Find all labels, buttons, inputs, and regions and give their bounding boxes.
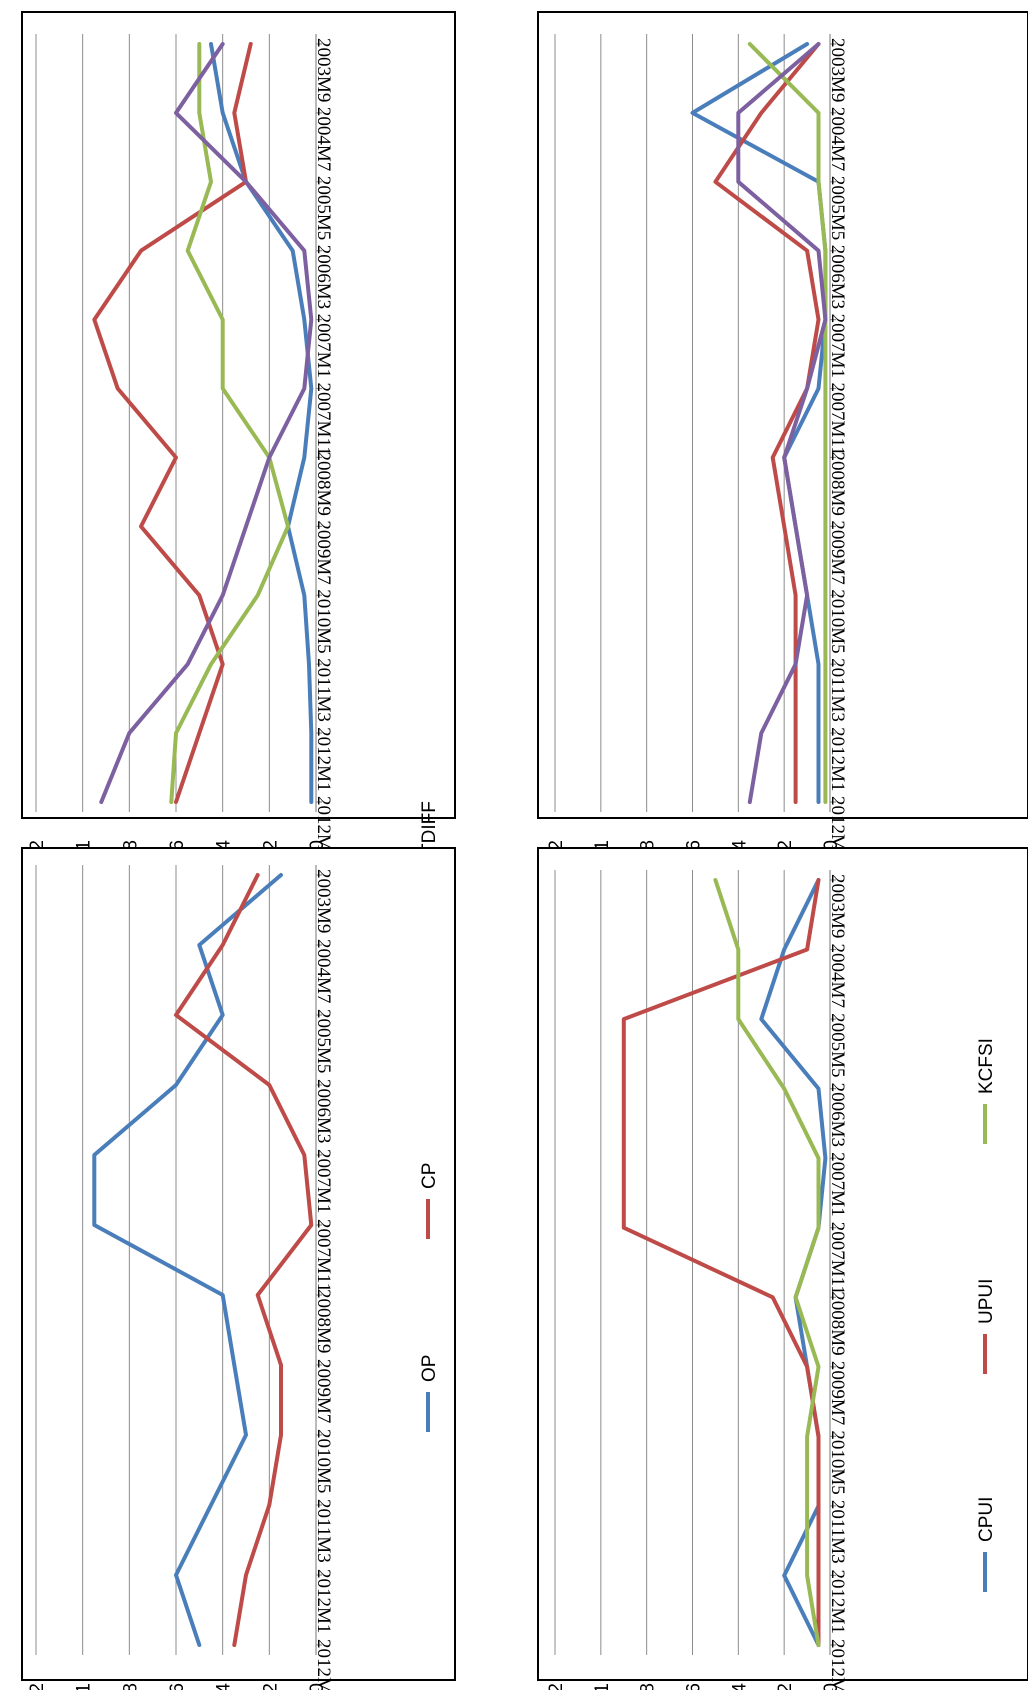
value-tick-label: 0: [821, 840, 842, 851]
legend-label-upui: UPUI: [976, 1279, 997, 1324]
time-tick-label: 2011M3: [827, 1500, 848, 1564]
value-tick-label: 0: [821, 1683, 842, 1690]
series-line-intdiff: [99, 42, 314, 804]
value-tick-label: 1: [592, 840, 613, 851]
time-tick-label: 2009M7: [313, 1359, 334, 1423]
time-tick-label: 2005M5: [827, 1013, 848, 1077]
value-tick-label: 0.6: [684, 1683, 705, 1690]
time-tick-label: 2006M3: [313, 245, 334, 309]
time-tick-label: 2005M5: [313, 176, 334, 240]
time-tick-label: 2010M5: [313, 1429, 334, 1493]
time-tick-label: 2006M3: [827, 1083, 848, 1147]
time-tick-label: 2004M7: [827, 944, 848, 1008]
value-tick-label: 0.2: [260, 1683, 281, 1690]
value-tick-label: 0.8: [638, 1683, 659, 1690]
time-tick-label: 2012M1: [827, 1569, 848, 1633]
time-tick-label: 2007M11: [827, 383, 848, 456]
time-tick-label: 2012M1: [313, 1569, 334, 1633]
series-line-op: [92, 873, 283, 1647]
value-tick-label: 1: [74, 840, 95, 851]
time-tick-label: 2003M9: [827, 38, 848, 102]
value-tick-label: 1.2: [27, 1683, 48, 1690]
time-tick-label: 2007M1: [313, 314, 334, 378]
legend-label-cpui: CPUI: [976, 1497, 997, 1542]
time-tick-label: 2005M5: [313, 1009, 334, 1073]
value-tick-label: 0.4: [729, 1683, 750, 1690]
series-line-upui: [621, 878, 821, 1647]
value-tick-label: 0.4: [214, 1683, 235, 1690]
time-tick-label: 2011M3: [313, 658, 334, 722]
series-line-ispread: [169, 42, 290, 804]
chart-panel-op-cp: 0 0.2 0.4 0.6 0.8 1 1.2 2003M9 2004M7 2005M5 2006M…: [21, 847, 456, 1690]
time-tick-label: 2008M9: [827, 1291, 848, 1355]
time-tick-label: 2007M11: [827, 1222, 848, 1295]
time-tick-label: 2010M5: [827, 1430, 848, 1494]
chart-panel-m1-ip: 00.20.40.60.811.22003M92004M72005M52006M…: [537, 11, 1028, 1536]
time-tick-label: 2005M5: [827, 176, 848, 240]
time-tick-label: 2009M7: [313, 520, 334, 584]
legend-label-kcfsi: KCFSI: [976, 1038, 997, 1094]
time-tick-label: 2011M3: [827, 658, 848, 722]
time-tick-label: 2012M1: [827, 727, 848, 791]
value-tick-label: 1: [74, 1683, 95, 1690]
time-tick-label: 2012M11: [313, 1639, 334, 1690]
time-tick-label: 2007M1: [313, 1149, 334, 1213]
series-line-kcfsi: [713, 878, 821, 1647]
series-line-ip: [713, 42, 821, 804]
value-tick-label: 1.2: [546, 1683, 567, 1690]
value-tick-label: 0: [307, 840, 328, 851]
series-line-m1: [690, 42, 828, 804]
time-tick-label: 2008M9: [313, 1289, 334, 1353]
time-tick-label: 2006M3: [313, 1079, 334, 1143]
time-tick-label: 2004M7: [313, 107, 334, 171]
panel-frame: [537, 847, 1028, 1681]
time-tick-label: 2007M11: [313, 383, 334, 456]
time-tick-label: 2012M11: [827, 1639, 848, 1690]
value-tick-label: 0.8: [120, 1683, 141, 1690]
legend-label-op: OP: [419, 1355, 440, 1382]
time-tick-label: 2003M9: [313, 869, 334, 933]
time-tick-label: 2008M9: [313, 451, 334, 515]
time-tick-label: 2008M9: [827, 451, 848, 515]
time-tick-label: 2003M9: [827, 874, 848, 938]
legend-label-cp: CP: [419, 1163, 440, 1189]
value-tick-label: 0.6: [167, 1683, 188, 1690]
time-tick-label: 2003M9: [313, 38, 334, 102]
time-tick-label: 2007M1: [827, 1152, 848, 1216]
value-tick-label: 1: [592, 1683, 613, 1690]
time-tick-label: 2009M7: [827, 520, 848, 584]
time-tick-label: 2010M5: [827, 589, 848, 653]
series-line-x-m: [736, 42, 828, 804]
time-tick-label: 2004M7: [313, 939, 334, 1003]
time-tick-label: 2010M5: [313, 589, 334, 653]
series-line-x: [747, 42, 828, 804]
time-tick-label: 2007M1: [827, 314, 848, 378]
time-tick-label: 2009M7: [827, 1361, 848, 1425]
time-tick-label: 2007M11: [313, 1219, 334, 1292]
time-tick-label: 2012M1: [313, 727, 334, 791]
time-tick-label: 2004M7: [827, 107, 848, 171]
chart-panel-neer-int: 00.20.40.60.811.22003M92004M72005M52006M…: [21, 11, 456, 1564]
series-line-cp: [174, 873, 314, 1647]
panel-frame: [21, 847, 456, 1681]
chart-panel-cpui-upui: 0 0.2 0.4 0.6 0.8 1 1.2 2003M9 2004M7 2005M5 2006M…: [537, 847, 1028, 1690]
value-tick-label: 0: [307, 1683, 328, 1690]
value-tick-label: 0.2: [775, 1683, 796, 1690]
time-tick-label: 2011M3: [313, 1499, 334, 1563]
panel-frame: [537, 11, 1028, 819]
series-line-int: [92, 42, 253, 804]
time-tick-label: 2006M3: [827, 245, 848, 309]
